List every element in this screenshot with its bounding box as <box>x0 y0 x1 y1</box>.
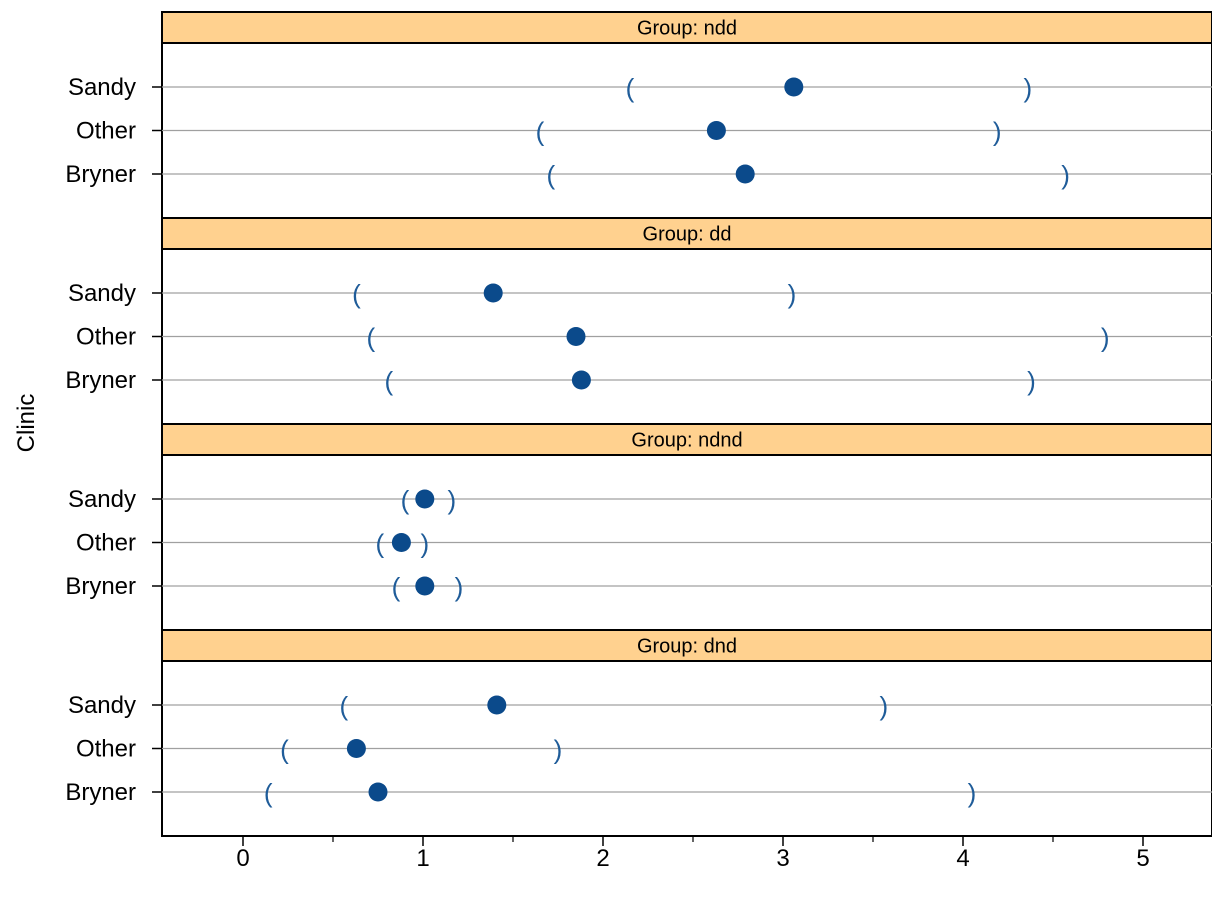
strip-label: Group: ndnd <box>631 430 742 452</box>
category-label: Other <box>76 118 136 145</box>
x-tick-label: 5 <box>1136 845 1149 872</box>
category-label: Bryner <box>65 573 136 600</box>
ci-upper-mark: ) <box>447 485 456 515</box>
estimate-point <box>415 577 434 596</box>
ci-lower-mark: ( <box>536 117 545 147</box>
panel-3: Group: dnd Sandy () Other () Bryner () <box>65 630 1212 836</box>
category-label: Other <box>76 324 136 351</box>
ci-lower-mark: ( <box>392 572 401 602</box>
ci-lower-mark: ( <box>366 323 375 353</box>
x-axis: 0 1 2 3 4 5 <box>236 836 1149 872</box>
estimate-point <box>736 165 755 184</box>
category-label: Sandy <box>68 486 136 513</box>
panel-1: Group: dd Sandy () Other () Bryner () <box>65 218 1212 424</box>
ci-upper-mark: ) <box>1027 366 1036 396</box>
x-tick-label: 2 <box>596 845 609 872</box>
estimate-point <box>392 533 411 552</box>
estimate-point <box>415 490 434 509</box>
y-axis-title: Clinic <box>13 394 40 453</box>
category-label: Bryner <box>65 161 136 188</box>
category-label: Other <box>76 530 136 557</box>
x-tick-label: 1 <box>416 845 429 872</box>
ci-upper-mark: ) <box>554 735 563 765</box>
estimate-point <box>484 284 503 303</box>
ci-upper-mark: ) <box>420 529 429 559</box>
ci-lower-mark: ( <box>280 735 289 765</box>
x-tick-label: 0 <box>236 845 249 872</box>
estimate-point <box>707 121 726 140</box>
ci-upper-mark: ) <box>993 117 1002 147</box>
category-label: Bryner <box>65 779 136 806</box>
ci-lower-mark: ( <box>626 73 635 103</box>
ci-lower-mark: ( <box>375 529 384 559</box>
estimate-point <box>567 327 586 346</box>
ci-upper-mark: ) <box>455 572 464 602</box>
ci-upper-mark: ) <box>788 279 797 309</box>
strip-label: Group: dd <box>643 224 732 246</box>
ci-upper-mark: ) <box>879 691 888 721</box>
category-label: Sandy <box>68 692 136 719</box>
estimate-point <box>784 78 803 97</box>
ci-lower-mark: ( <box>401 485 410 515</box>
category-label: Sandy <box>68 74 136 101</box>
ci-upper-mark: ) <box>1023 73 1032 103</box>
estimate-point <box>487 696 506 715</box>
estimate-point <box>369 783 388 802</box>
ci-lower-mark: ( <box>264 778 273 808</box>
ci-lower-mark: ( <box>546 160 555 190</box>
estimate-point <box>347 739 366 758</box>
x-tick-label: 3 <box>776 845 789 872</box>
ci-lower-mark: ( <box>339 691 348 721</box>
panel-2: Group: ndnd Sandy () Other () Bryner () <box>65 424 1212 630</box>
strip-label: Group: ndd <box>637 18 737 40</box>
category-label: Bryner <box>65 367 136 394</box>
ci-upper-mark: ) <box>1101 323 1110 353</box>
ci-lower-mark: ( <box>384 366 393 396</box>
category-label: Other <box>76 736 136 763</box>
ci-upper-mark: ) <box>1061 160 1070 190</box>
category-label: Sandy <box>68 280 136 307</box>
estimate-point <box>572 371 591 390</box>
ci-lower-mark: ( <box>352 279 361 309</box>
x-tick-label: 4 <box>956 845 969 872</box>
strip-label: Group: dnd <box>637 636 737 658</box>
ci-upper-mark: ) <box>968 778 977 808</box>
panel-0: Group: ndd Sandy () Other () Bryner () <box>65 12 1212 218</box>
